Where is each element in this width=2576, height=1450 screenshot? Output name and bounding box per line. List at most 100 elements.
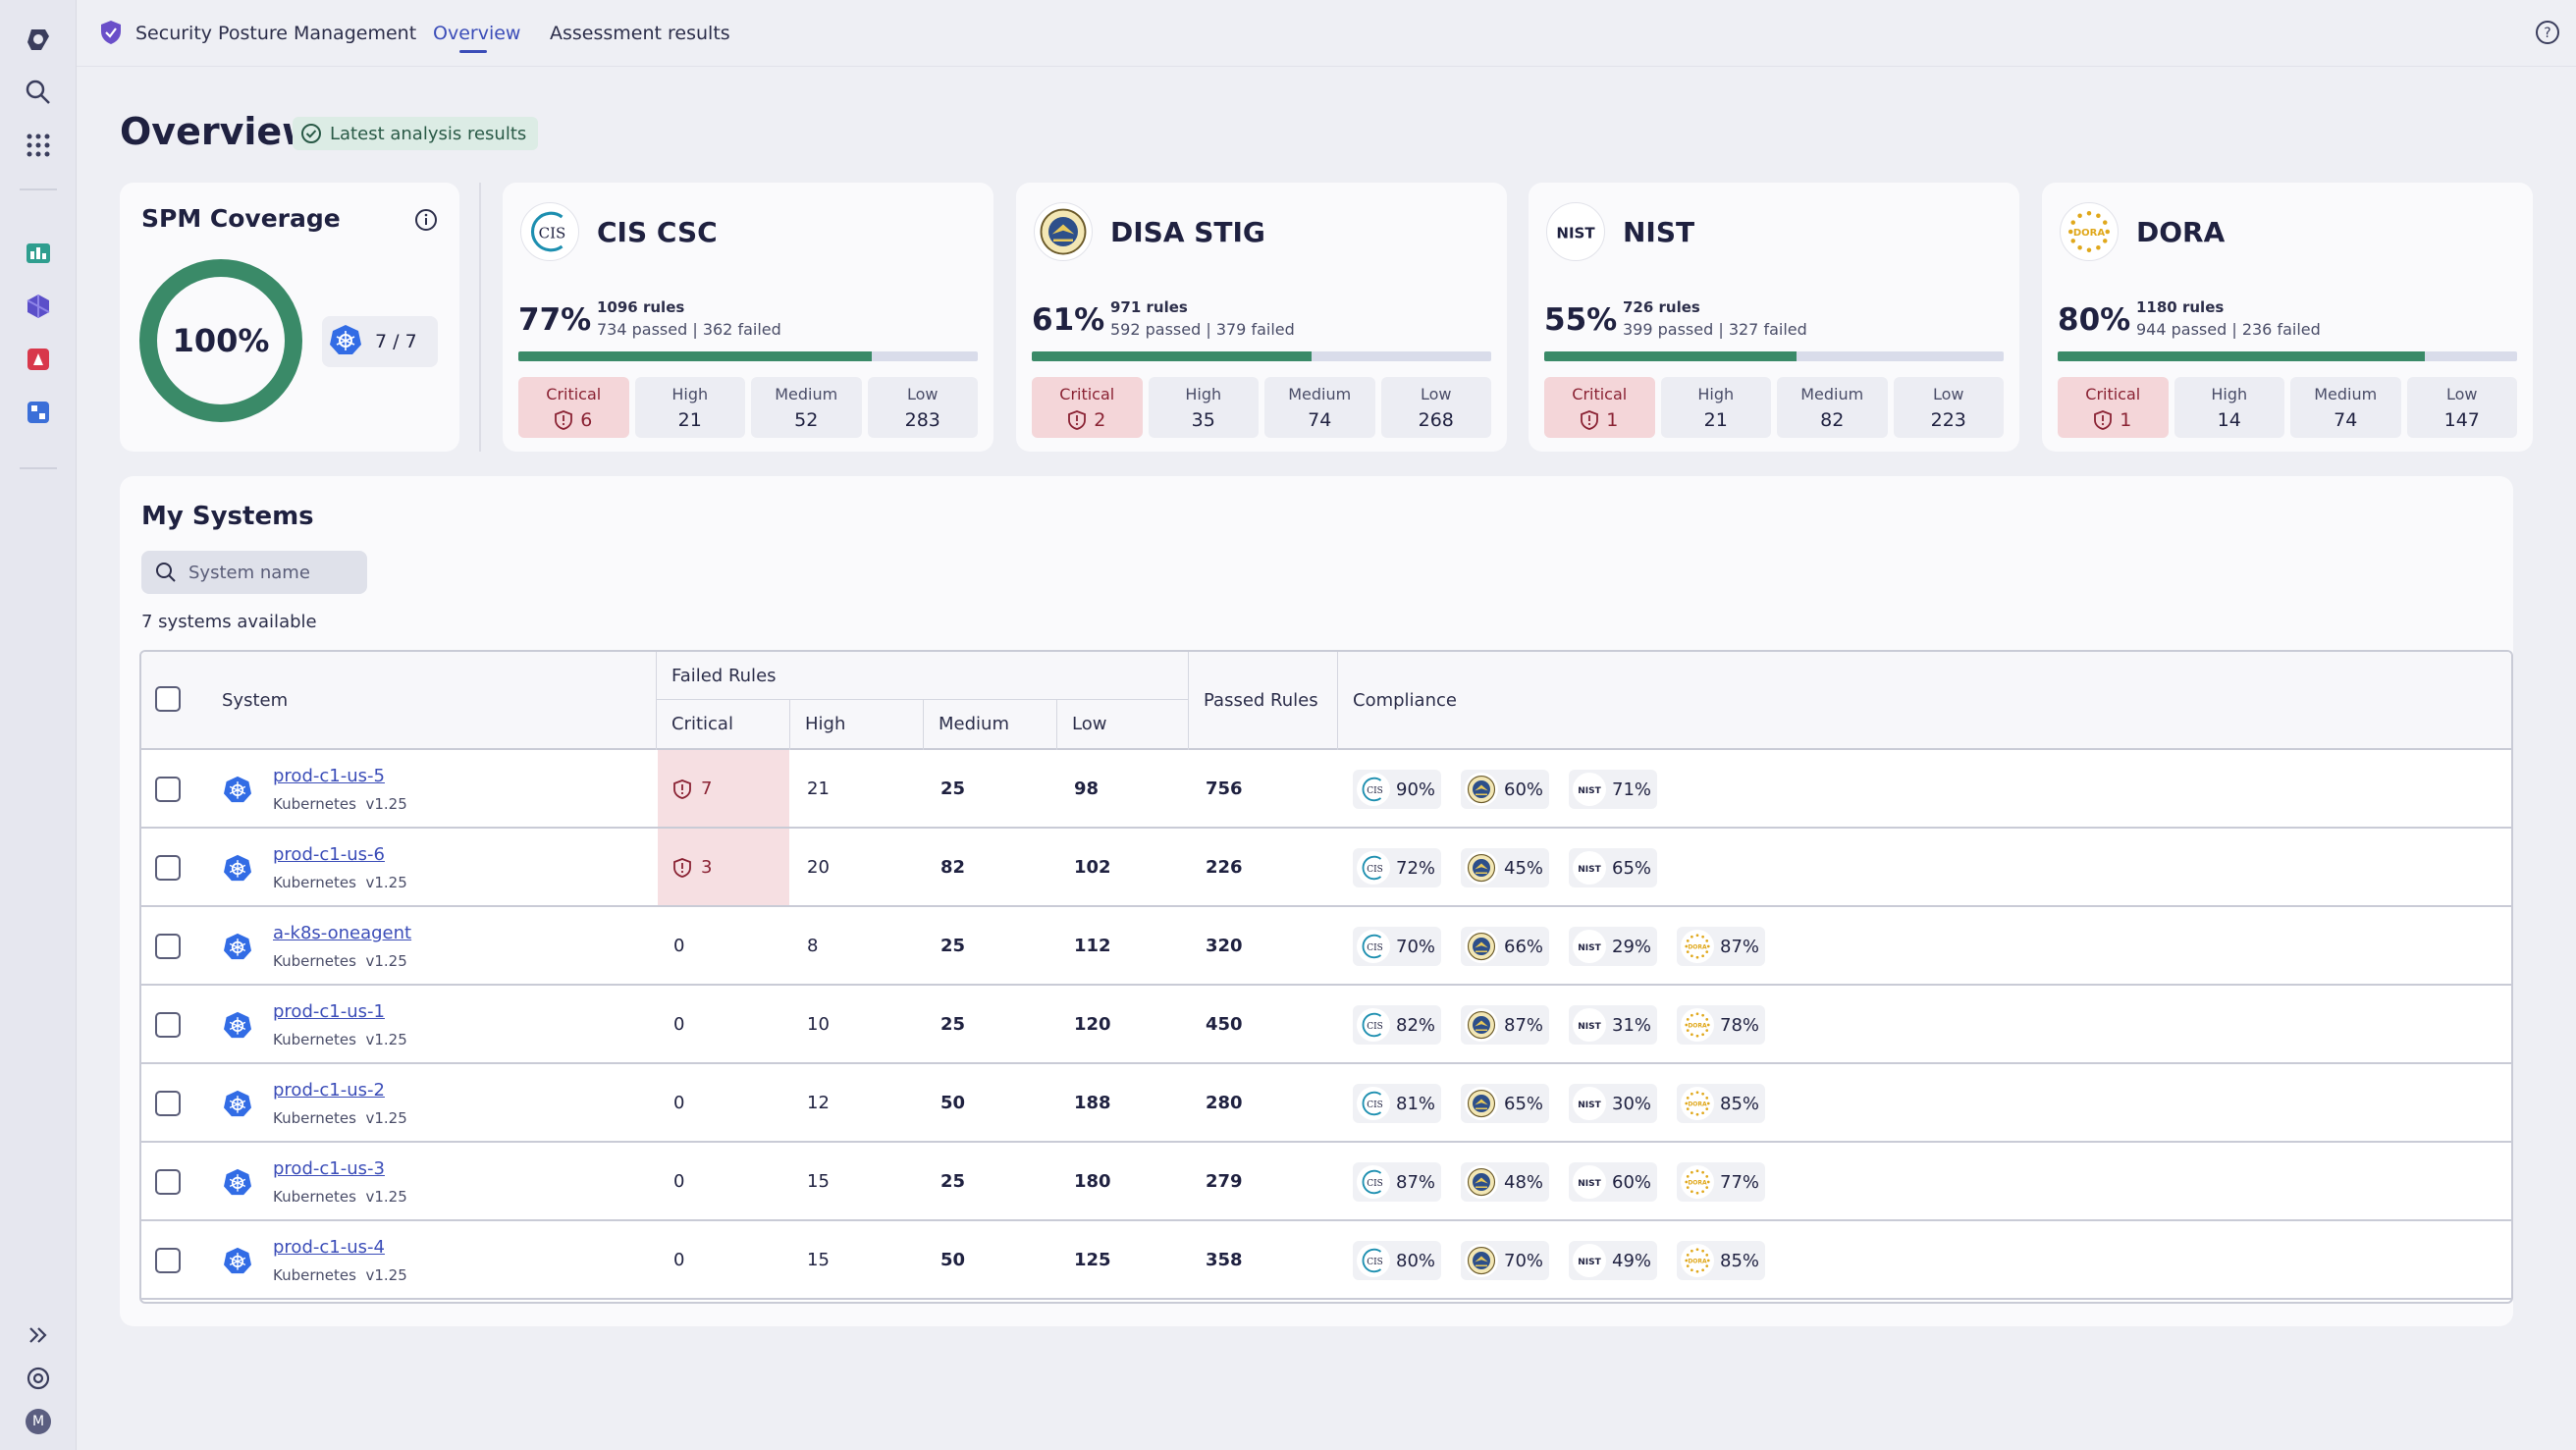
compliance-chip-disa-stig[interactable]: 60% (1461, 770, 1550, 809)
framework-card-disa-stig[interactable]: DISA STIG 61% 971 rules 592 passed | 379 fa… (1016, 183, 1507, 452)
check-circle-icon (301, 124, 321, 143)
compliance-chip-dora[interactable]: DORA 77% (1677, 1162, 1766, 1202)
compliance-chip-nist[interactable]: NIST 65% (1569, 848, 1658, 887)
systems-table: System Failed Rules Critical High Medium… (139, 650, 2513, 1304)
compliance-chip-cis-csc[interactable]: CIS 81% (1353, 1084, 1442, 1123)
system-name-link[interactable]: prod-c1-us-3 (273, 1158, 385, 1179)
system-name-link[interactable]: prod-c1-us-4 (273, 1237, 385, 1258)
table-row[interactable]: prod-c1-us-2 Kubernetes v1.25 0 12 50 188 280 C… (141, 1064, 2511, 1143)
framework-rules: 1096 rules (597, 298, 685, 316)
framework-card-nist[interactable]: NIST NIST 55% 726 rules 399 passed | 327 fai… (1529, 183, 2019, 452)
support-icon[interactable] (19, 1359, 58, 1398)
severity-critical[interactable]: Critical 1 (1544, 377, 1655, 438)
compliance-chip-dora[interactable]: DORA 85% (1677, 1241, 1766, 1280)
table-row[interactable]: prod-c1-us-1 Kubernetes v1.25 0 10 25 120 450 C… (141, 986, 2511, 1064)
compliance-chip-dora[interactable]: DORA 78% (1677, 1005, 1766, 1045)
severity-low[interactable]: Low 283 (867, 377, 978, 438)
compliance-chip-cis-csc[interactable]: CIS 80% (1353, 1241, 1442, 1280)
low-count: 120 (1074, 1014, 1111, 1035)
compliance-chip-nist[interactable]: NIST 29% (1569, 927, 1658, 966)
row-checkbox[interactable] (155, 855, 181, 881)
system-name-link[interactable]: a-k8s-oneagent (273, 923, 412, 943)
high-count: 21 (807, 779, 830, 799)
compliance-chip-dora[interactable]: DORA 85% (1677, 1084, 1766, 1123)
row-checkbox[interactable] (155, 1248, 181, 1273)
compliance-chip-cis-csc[interactable]: CIS 70% (1353, 927, 1442, 966)
compliance-chip-disa-stig[interactable]: 87% (1461, 1005, 1550, 1045)
tab-assessment-results[interactable]: Assessment results (550, 23, 730, 44)
severity-medium[interactable]: Medium 52 (751, 377, 862, 438)
framework-percent: 77% (518, 302, 592, 338)
compliance-chip-disa-stig[interactable]: 48% (1461, 1162, 1550, 1202)
compliance-chip-disa-stig[interactable]: 65% (1461, 1084, 1550, 1123)
search-icon[interactable] (19, 73, 58, 112)
severity-critical[interactable]: Critical 1 (2058, 377, 2169, 438)
infrastructure-app-icon[interactable] (19, 287, 58, 326)
header-system[interactable]: System (222, 690, 289, 711)
framework-card-cis-csc[interactable]: CIS CIS CSC 77% 1096 rules 734 passed | 362 … (503, 183, 993, 452)
severity-low[interactable]: Low 147 (2406, 377, 2517, 438)
system-name-link[interactable]: prod-c1-us-6 (273, 844, 385, 865)
apps-grid-icon[interactable] (19, 126, 58, 165)
dynatrace-logo-icon[interactable] (19, 20, 58, 59)
user-avatar[interactable]: M (19, 1402, 58, 1441)
security-app-icon[interactable] (19, 340, 58, 379)
table-row[interactable]: prod-c1-us-5 Kubernetes v1.25 7 21 25 98 756 CI… (141, 750, 2511, 829)
select-all-checkbox[interactable] (155, 686, 181, 712)
compliance-chip-disa-stig[interactable]: 45% (1461, 848, 1550, 887)
passed-rules-count: 279 (1206, 1171, 1243, 1192)
table-row[interactable]: prod-c1-us-6 Kubernetes v1.25 3 20 82 102 226 C… (141, 829, 2511, 907)
table-row[interactable]: a-k8s-oneagent Kubernetes v1.25 0 8 25 112 320… (141, 907, 2511, 986)
table-row[interactable]: prod-c1-us-3 Kubernetes v1.25 0 15 25 180 279 C… (141, 1143, 2511, 1221)
row-checkbox[interactable] (155, 777, 181, 802)
info-icon[interactable] (414, 208, 438, 236)
severity-medium[interactable]: Medium 74 (1264, 377, 1375, 438)
compliance-chip-nist[interactable]: NIST 30% (1569, 1084, 1658, 1123)
compliance-chip-disa-stig[interactable]: 70% (1461, 1241, 1550, 1280)
system-name-link[interactable]: prod-c1-us-1 (273, 1001, 385, 1022)
compliance-chip-disa-stig[interactable]: 66% (1461, 927, 1550, 966)
compliance-chip-nist[interactable]: NIST 31% (1569, 1005, 1658, 1045)
system-search[interactable] (141, 551, 367, 594)
header-passed-rules[interactable]: Passed Rules (1204, 690, 1318, 711)
tab-overview[interactable]: Overview (433, 23, 521, 44)
severity-critical[interactable]: Critical 6 (518, 377, 629, 438)
compliance-chip-nist[interactable]: NIST 60% (1569, 1162, 1658, 1202)
row-checkbox[interactable] (155, 1169, 181, 1195)
row-checkbox[interactable] (155, 1091, 181, 1116)
severity-high[interactable]: High 21 (634, 377, 745, 438)
severity-medium[interactable]: Medium 82 (1777, 377, 1888, 438)
row-checkbox[interactable] (155, 934, 181, 959)
header-critical[interactable]: Critical (671, 714, 733, 734)
compliance-chip-nist[interactable]: NIST 71% (1569, 770, 1658, 809)
expand-rail-icon[interactable] (19, 1316, 58, 1355)
disa-stig-logo-icon (1465, 1087, 1498, 1120)
severity-medium[interactable]: Medium 74 (2290, 377, 2401, 438)
table-row[interactable]: prod-c1-us-4 Kubernetes v1.25 0 15 50 125 358 C… (141, 1221, 2511, 1300)
severity-critical[interactable]: Critical 2 (1032, 377, 1143, 438)
compliance-chip-cis-csc[interactable]: CIS 82% (1353, 1005, 1442, 1045)
row-checkbox[interactable] (155, 1012, 181, 1038)
compliance-chip-cis-csc[interactable]: CIS 87% (1353, 1162, 1442, 1202)
header-high[interactable]: High (805, 714, 846, 734)
severity-high[interactable]: High 21 (1660, 377, 1771, 438)
system-name-link[interactable]: prod-c1-us-5 (273, 766, 385, 786)
header-compliance[interactable]: Compliance (1353, 690, 1457, 711)
compliance-chip-cis-csc[interactable]: CIS 72% (1353, 848, 1442, 887)
help-icon[interactable]: ? (2535, 20, 2560, 49)
dashboards-app-icon[interactable] (19, 234, 58, 273)
compliance-chip-dora[interactable]: DORA 87% (1677, 927, 1766, 966)
system-name-link[interactable]: prod-c1-us-2 (273, 1080, 385, 1101)
severity-high[interactable]: High 35 (1148, 377, 1259, 438)
workflows-app-icon[interactable] (19, 393, 58, 432)
header-low[interactable]: Low (1072, 714, 1107, 734)
severity-low[interactable]: Low 268 (1380, 377, 1491, 438)
severity-low[interactable]: Low 223 (1893, 377, 2004, 438)
severity-high[interactable]: High 14 (2174, 377, 2284, 438)
compliance-chip-cis-csc[interactable]: CIS 90% (1353, 770, 1442, 809)
header-medium[interactable]: Medium (939, 714, 1009, 734)
system-type: Kubernetes v1.25 (273, 1109, 407, 1127)
compliance-chip-nist[interactable]: NIST 49% (1569, 1241, 1658, 1280)
framework-card-dora[interactable]: DORA DORA 80% 1180 rules 944 passed | 236 fa… (2042, 183, 2533, 452)
system-name-input[interactable] (188, 562, 355, 583)
